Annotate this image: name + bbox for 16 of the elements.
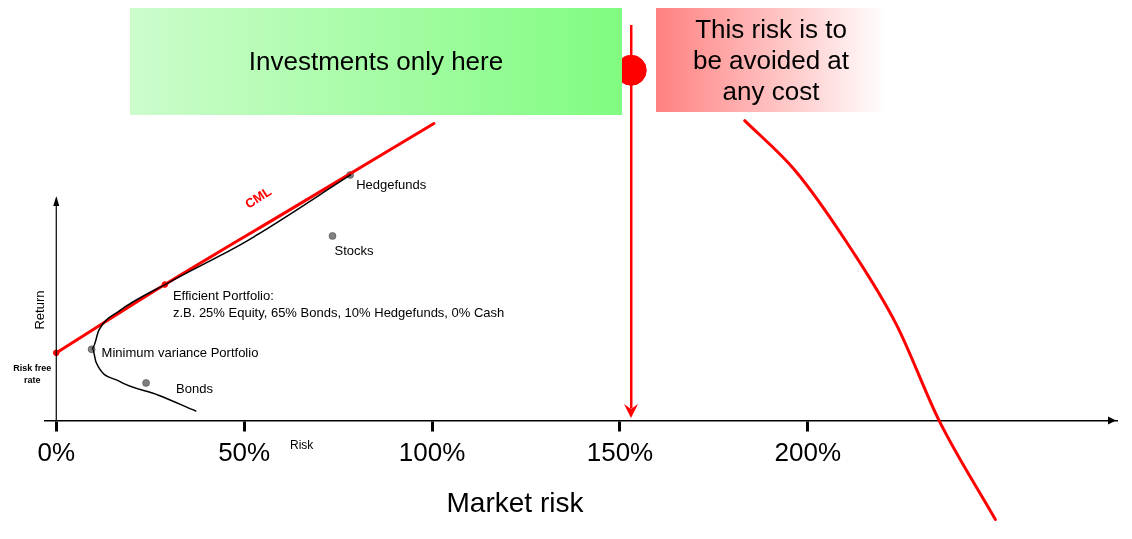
annotation: CML (242, 183, 274, 212)
annotation: Efficient Portfolio: z.B. 25% Equity, 65% Bonds, 10% Hedgefunds, 0% Cash (172, 288, 505, 321)
x-tick-label: 200% (774, 437, 842, 468)
x-tick-label: 0% (37, 437, 76, 468)
x-tick-label: 100% (398, 437, 466, 468)
annotation: Bonds (176, 380, 214, 396)
x-tick-label: 50% (218, 437, 271, 468)
y-axis-title: Return (31, 290, 47, 330)
annotation: Hedgefunds (356, 176, 427, 192)
annotation: Minimum variance Portfolio (101, 344, 259, 360)
x-tick-label: 150% (586, 437, 654, 468)
annotation: Risk (290, 438, 314, 452)
x-axis-title: Market risk (446, 486, 585, 518)
annotation: Risk free rate (13, 363, 52, 386)
callout-box: Investments only here (130, 8, 622, 115)
annotation: Stocks (334, 243, 374, 259)
